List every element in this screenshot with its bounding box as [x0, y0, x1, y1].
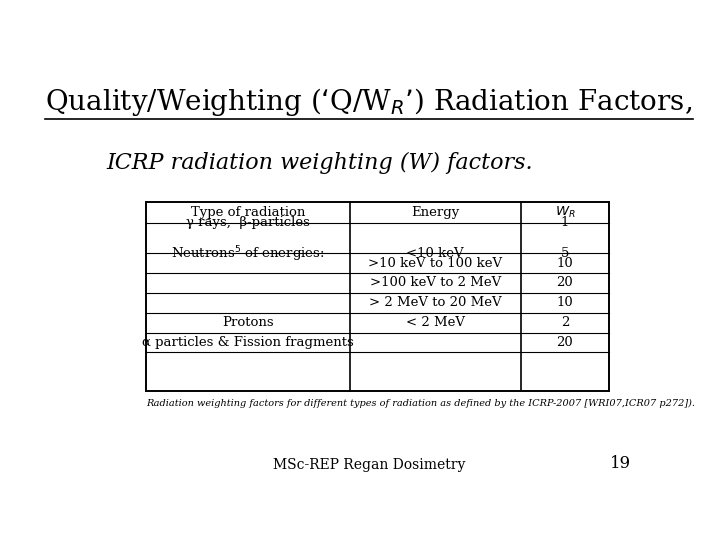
- Text: >10 keV to 100 keV: >10 keV to 100 keV: [368, 256, 503, 269]
- Text: 20: 20: [557, 336, 573, 349]
- Text: 5: 5: [561, 247, 569, 260]
- Text: 2: 2: [561, 316, 569, 329]
- Text: α particles & Fission fragments: α particles & Fission fragments: [142, 336, 354, 349]
- Text: <10 keV: <10 keV: [407, 247, 464, 260]
- Text: MSc-REP Regan Dosimetry: MSc-REP Regan Dosimetry: [273, 458, 465, 472]
- FancyBboxPatch shape: [145, 202, 609, 391]
- Text: 19: 19: [610, 455, 631, 472]
- Text: 1: 1: [561, 215, 569, 228]
- Text: Type of radiation: Type of radiation: [191, 206, 305, 219]
- Text: Protons: Protons: [222, 316, 274, 329]
- Text: >100 keV to 2 MeV: >100 keV to 2 MeV: [369, 276, 501, 289]
- Text: < 2 MeV: < 2 MeV: [406, 316, 465, 329]
- Text: Energy: Energy: [411, 206, 459, 219]
- Text: $W_R$: $W_R$: [554, 205, 575, 220]
- Text: ICRP radiation weighting (W) factors.: ICRP radiation weighting (W) factors.: [107, 152, 534, 174]
- Text: > 2 MeV to 20 MeV: > 2 MeV to 20 MeV: [369, 296, 502, 309]
- Text: 10: 10: [557, 296, 573, 309]
- Text: 20: 20: [557, 276, 573, 289]
- Text: γ rays,  β-particles: γ rays, β-particles: [186, 215, 310, 228]
- Text: Radiation weighting factors for different types of radiation as defined by the I: Radiation weighting factors for differen…: [145, 399, 695, 408]
- Text: Quality/Weighting (‘Q/W$_R$’) Radiation Factors,: Quality/Weighting (‘Q/W$_R$’) Radiation …: [45, 85, 693, 118]
- Text: 10: 10: [557, 256, 573, 269]
- Text: Neutrons$^5$ of energies:: Neutrons$^5$ of energies:: [171, 244, 325, 264]
